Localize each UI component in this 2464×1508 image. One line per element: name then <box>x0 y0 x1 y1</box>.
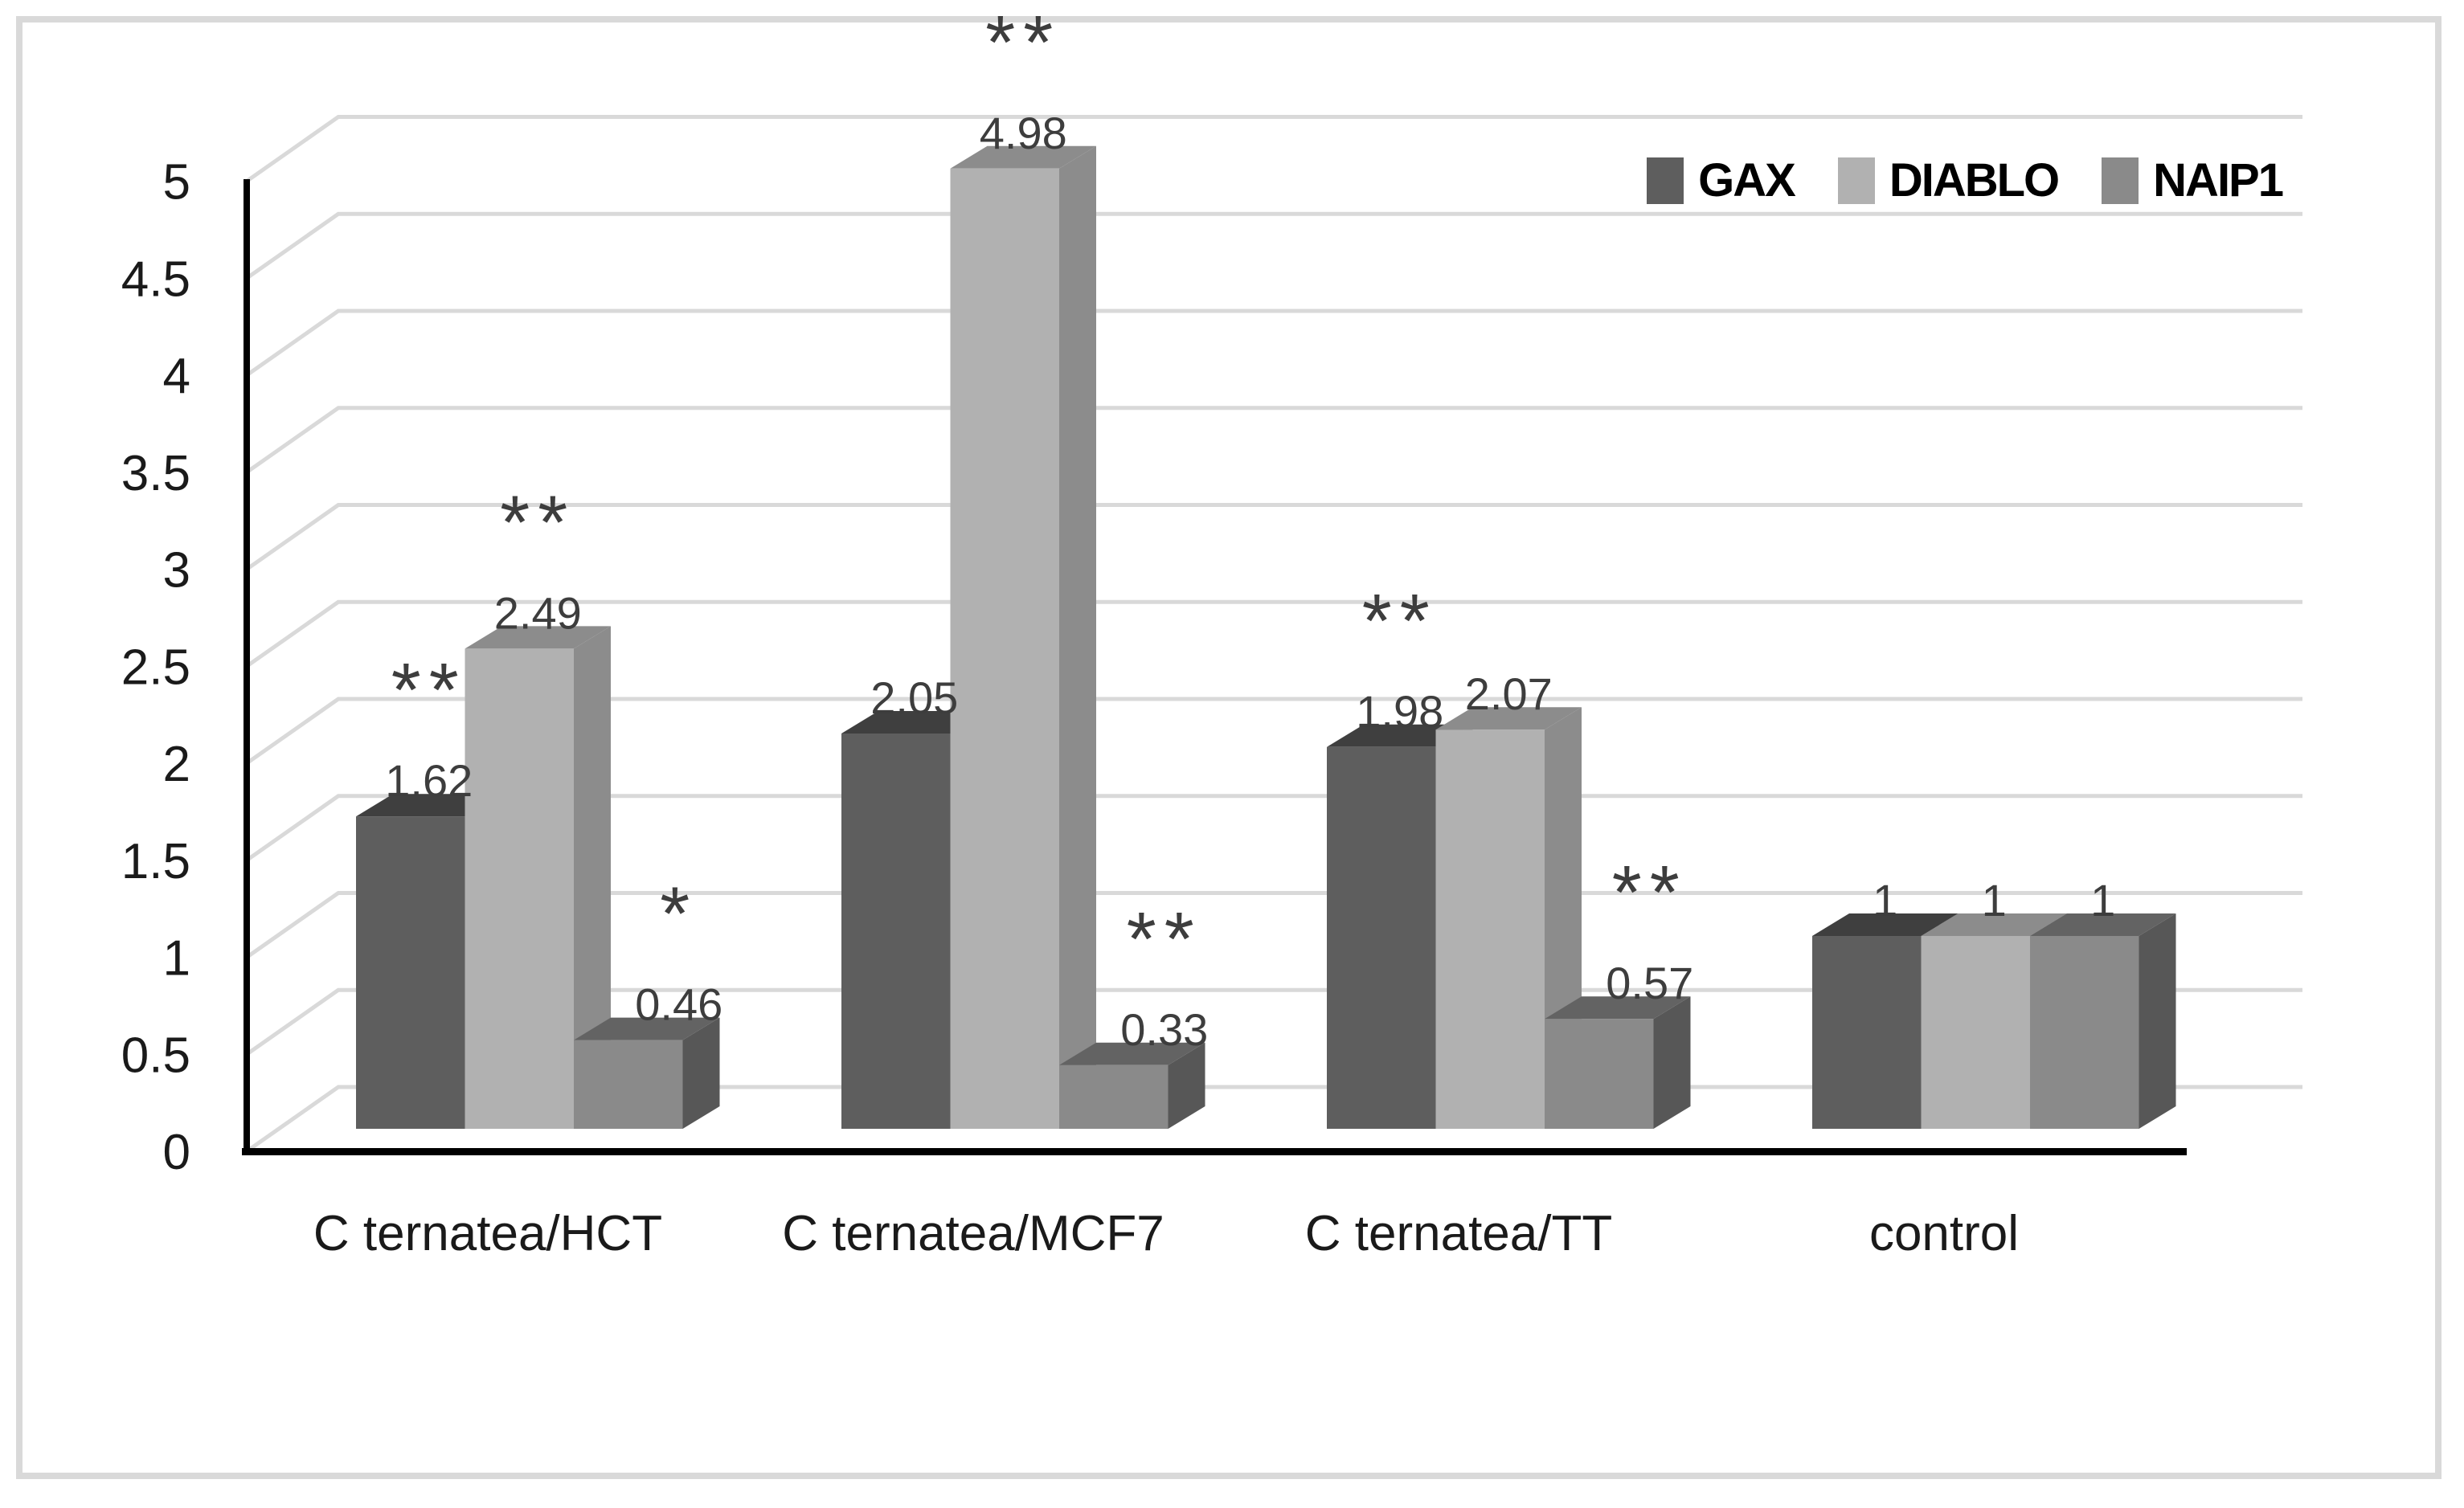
bar-front-face <box>1059 1065 1169 1129</box>
bar-front-face <box>356 816 465 1129</box>
y-tick-label: 2.5 <box>121 640 190 695</box>
y-tick-label: 0.5 <box>121 1028 190 1083</box>
significance-asterisk: ** <box>391 648 467 733</box>
y-tick-label: 3.5 <box>121 446 190 501</box>
naip1-swatch-icon <box>2102 157 2139 204</box>
data-label: 2.49 <box>494 587 582 638</box>
bar-front-face <box>950 168 1059 1129</box>
y-tick-label: 0 <box>163 1125 190 1180</box>
bar-side-face <box>1168 1042 1205 1129</box>
legend: GAX DIABLO NAIP1 <box>1647 154 2284 206</box>
gridline <box>245 503 2302 571</box>
y-tick-label: 5 <box>163 155 190 210</box>
data-label: 2.07 <box>1465 668 1553 719</box>
bar-side-face <box>574 626 611 1129</box>
legend-label-diablo: DIABLO <box>1889 154 2060 206</box>
y-tick-label: 4.5 <box>121 251 190 307</box>
bar-front-face <box>841 734 951 1129</box>
bar-top-face <box>574 1017 720 1040</box>
bar-top-face <box>1921 913 2067 936</box>
significance-asterisk: ** <box>1612 850 1688 935</box>
bar-top-face <box>1059 1042 1205 1065</box>
category-label: C ternatea/TT <box>1305 1206 1612 1261</box>
significance-asterisk: ** <box>1127 897 1202 982</box>
bar <box>950 145 1096 1129</box>
bar-front-face <box>1812 936 1922 1129</box>
chart-border-frame <box>16 16 2441 1479</box>
bar-side-face <box>1653 996 1691 1129</box>
data-label: 4.98 <box>980 108 1067 158</box>
y-tick-label: 4 <box>163 349 190 404</box>
legend-label-naip1: NAIP1 <box>2153 154 2284 206</box>
significance-asterisk: ** <box>1362 578 1438 664</box>
data-label: 0.33 <box>1120 1004 1208 1055</box>
bar-series <box>356 145 2176 1129</box>
data-label: 1.62 <box>385 755 473 806</box>
x-axis-category-labels: C ternatea/HCT C ternatea/MCF7 C ternatea/… <box>313 1206 2019 1261</box>
bar-front-face <box>465 648 574 1129</box>
diablo-swatch-icon <box>1837 157 1875 204</box>
bar-front-face <box>1435 729 1545 1129</box>
bar-side-face <box>2139 913 2176 1129</box>
gridline <box>245 794 2302 862</box>
data-label: 0.46 <box>635 979 722 1030</box>
significance-asterisk: ** <box>500 480 575 565</box>
gridline <box>245 697 2302 766</box>
gridline <box>245 599 2302 668</box>
data-labels: 1.62 2.49 0.46 2.05 4.98 0.33 1.98 2.07 0.57 1 1 1 <box>385 108 2115 1055</box>
y-tick-label: 2 <box>163 737 190 792</box>
bar-side-face <box>682 1017 720 1129</box>
significance-asterisk: * <box>660 872 698 957</box>
bar <box>1545 996 1691 1129</box>
bar-front-face <box>574 1040 683 1129</box>
bar-top-face <box>950 145 1096 169</box>
gridline <box>245 211 2302 280</box>
gridline <box>245 406 2302 474</box>
bar-front-face <box>1545 1019 1654 1129</box>
legend-item-naip1: NAIP1 <box>2102 154 2284 206</box>
y-tick-label: 3 <box>163 543 190 599</box>
bar-front-face <box>2030 936 2139 1129</box>
category-label: C ternatea/MCF7 <box>782 1206 1164 1261</box>
legend-item-diablo: DIABLO <box>1837 154 2060 206</box>
category-label: control <box>1869 1206 2019 1261</box>
bar-side-face <box>1059 145 1096 1129</box>
gridline <box>245 115 2302 183</box>
gridline <box>245 987 2302 1056</box>
y-axis-tick-labels: 0 0.5 1 1.5 2 2.5 3 3.5 4 4.5 5 <box>121 155 190 1181</box>
significance-asterisks: ************* <box>391 0 1688 982</box>
data-label: 0.57 <box>1606 958 1693 1008</box>
bar-front-face <box>1327 746 1436 1129</box>
data-label: 1 <box>1982 875 2007 926</box>
bar-top-face <box>1435 707 1582 730</box>
y-tick-label: 1 <box>163 931 190 987</box>
bar <box>574 1017 720 1129</box>
data-label: 1.98 <box>1356 686 1443 737</box>
bar-top-face <box>1812 913 1959 936</box>
gax-swatch-icon <box>1647 157 1684 204</box>
bar-top-face <box>465 626 611 649</box>
bar-top-face <box>2030 913 2176 936</box>
x-axis-line <box>242 1148 2187 1155</box>
bar-top-face <box>1545 996 1691 1020</box>
data-label: 1 <box>1873 875 1897 926</box>
y-axis-line <box>244 179 250 1154</box>
legend-item-gax: GAX <box>1647 154 1796 206</box>
data-label: 1 <box>2090 875 2115 926</box>
gridline <box>245 891 2302 959</box>
bar-front-face <box>1921 936 2030 1129</box>
legend-label-gax: GAX <box>1698 154 1796 206</box>
category-label: C ternatea/HCT <box>313 1206 662 1261</box>
bar <box>2030 913 2176 1129</box>
y-tick-label: 1.5 <box>121 834 190 889</box>
bar <box>465 626 611 1129</box>
gridline <box>245 309 2302 378</box>
significance-asterisk: ** <box>985 0 1061 85</box>
bar <box>1059 1042 1205 1129</box>
data-label: 2.05 <box>870 672 958 723</box>
